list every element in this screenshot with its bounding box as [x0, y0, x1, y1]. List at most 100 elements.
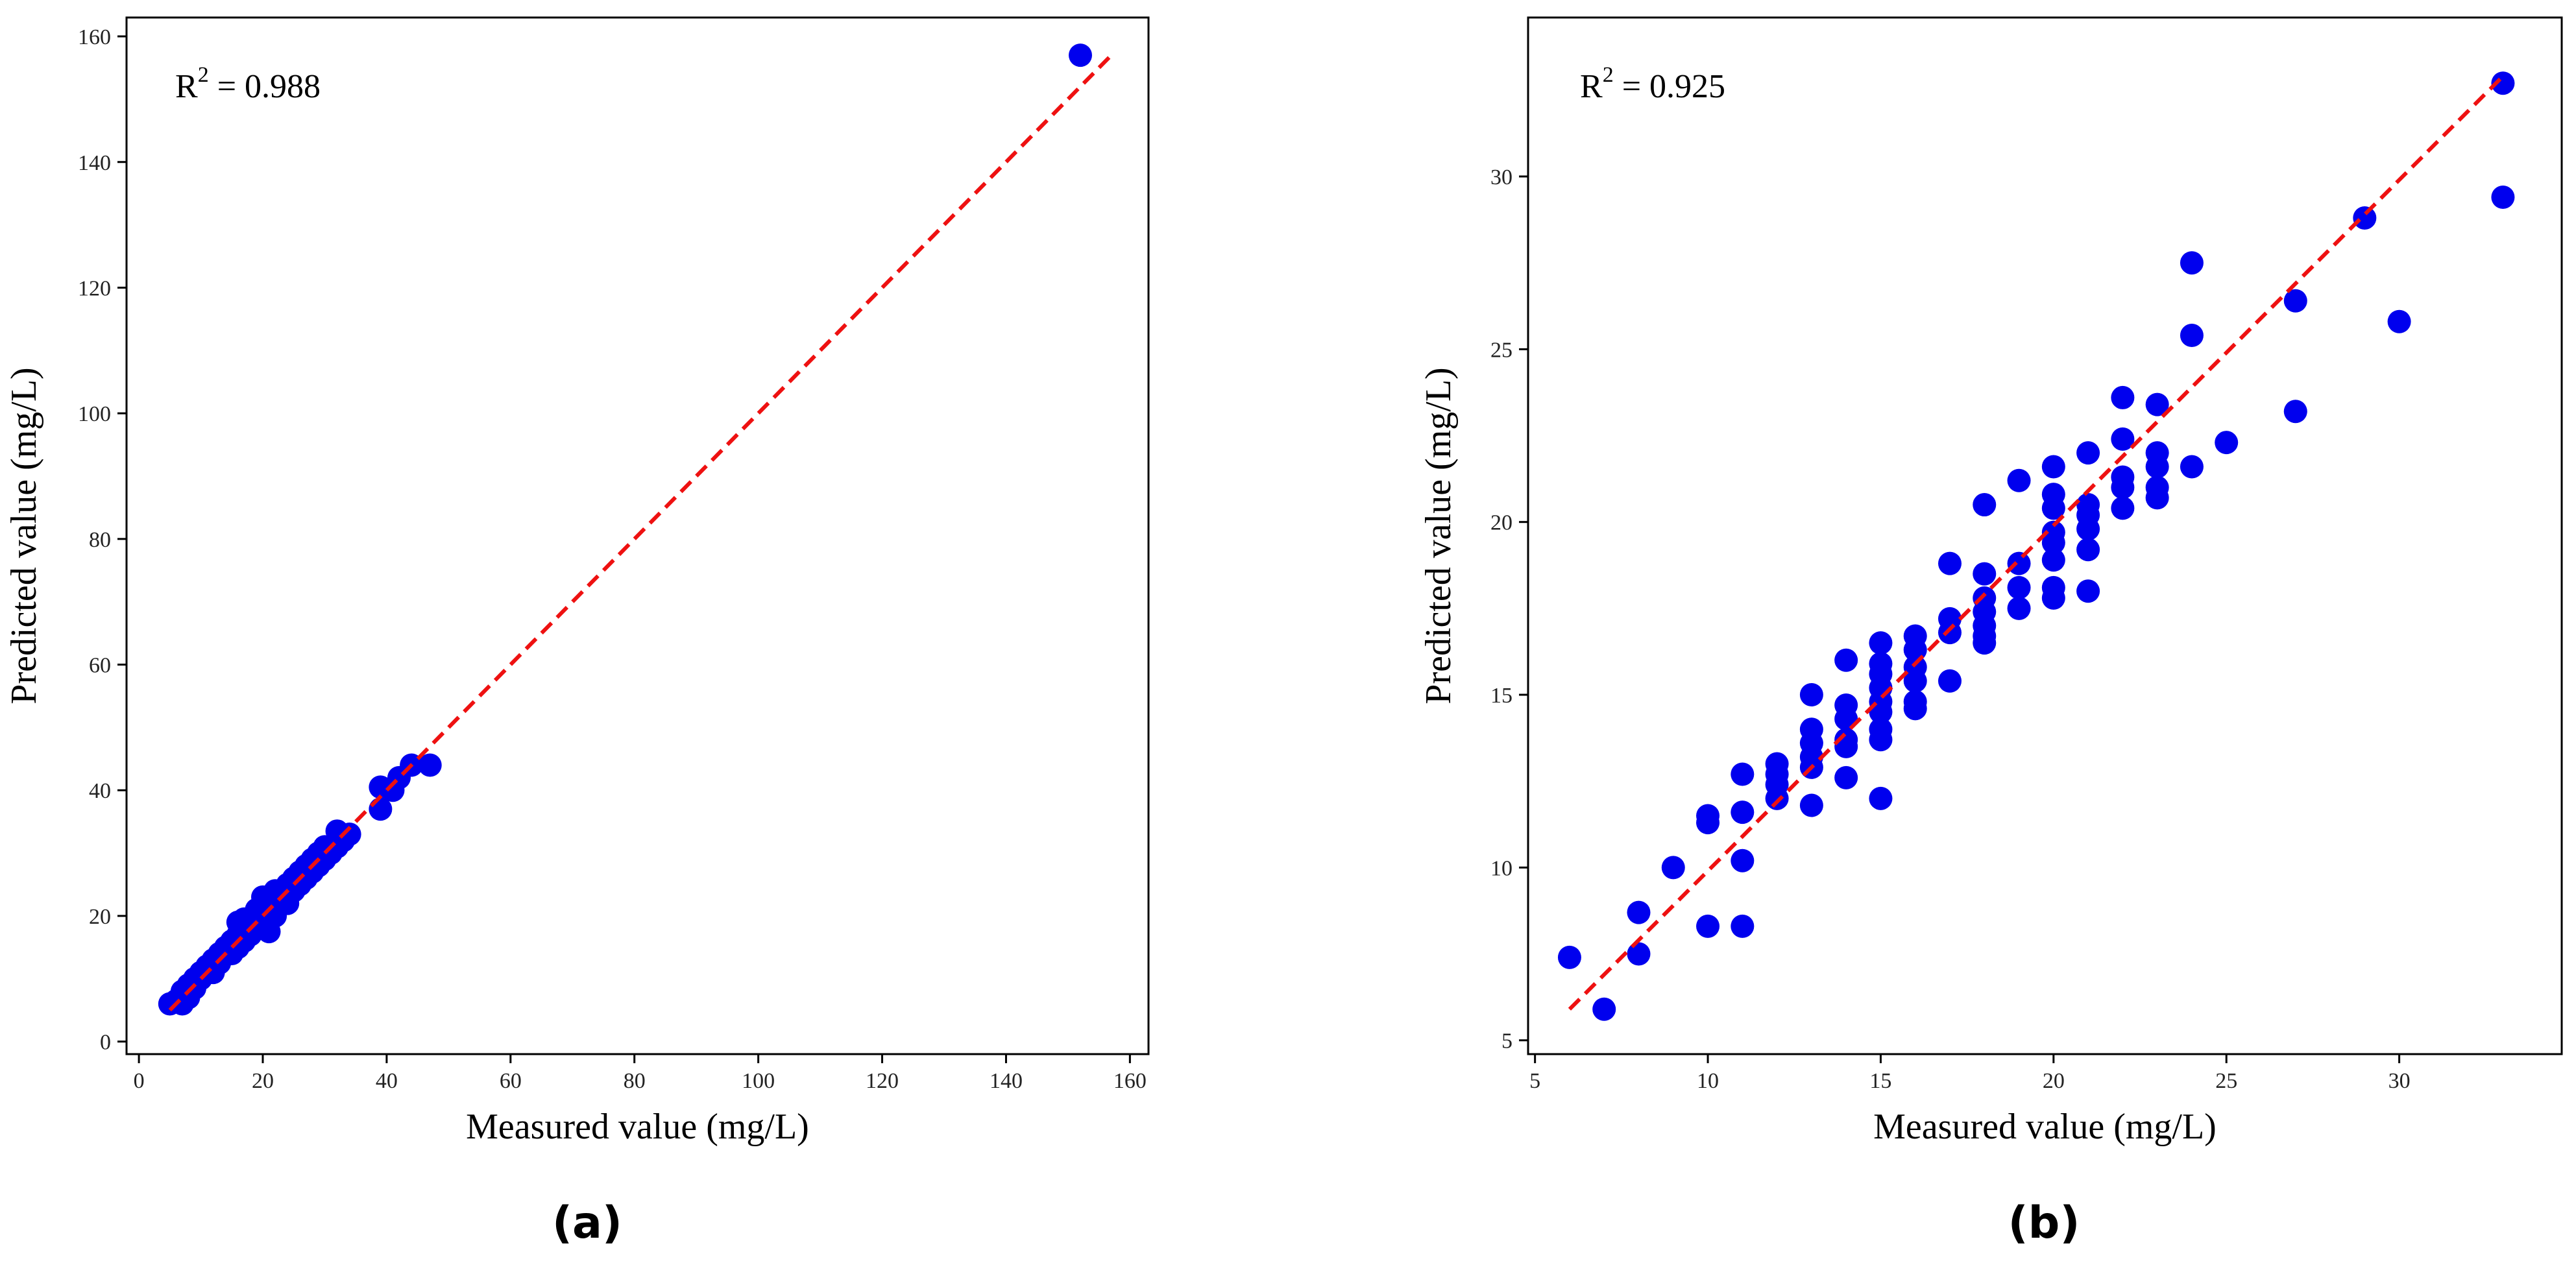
- y-tick-label: 5: [1501, 1029, 1513, 1053]
- data-point: [2215, 431, 2239, 455]
- data-point: [1731, 914, 1755, 938]
- data-point: [2387, 309, 2411, 333]
- data-point: [1069, 43, 1092, 67]
- data-point: [2180, 251, 2204, 275]
- x-tick-label: 5: [1529, 1069, 1540, 1093]
- data-point: [2076, 517, 2100, 541]
- data-point: [2076, 441, 2100, 465]
- annotation-value: = 0.988: [209, 68, 321, 105]
- data-point: [337, 823, 361, 847]
- fit-line: [168, 54, 1113, 1012]
- data-point: [1938, 551, 1962, 575]
- data-point: [1696, 804, 1720, 828]
- x-axis-label: Measured value (mg/L): [1873, 1107, 2217, 1147]
- data-point: [1799, 683, 1823, 707]
- data-point: [1938, 669, 1962, 693]
- data-point: [2041, 455, 2065, 479]
- plot-frame: [125, 16, 1150, 1055]
- x-tick-label: 30: [2388, 1069, 2411, 1093]
- x-tick-label: 20: [252, 1069, 274, 1093]
- r-squared-annotation: R2 = 0.988: [175, 63, 321, 105]
- data-point: [1731, 800, 1755, 824]
- panel-b: 5 10 15 20 25 30 5 10 15 20 25 30 R2 = 0.925 Measured…: [1418, 16, 2563, 1249]
- y-tick-label: 15: [1490, 684, 1513, 708]
- y-tick-label: 100: [78, 402, 111, 426]
- x-tick-label: 60: [500, 1069, 522, 1093]
- data-point: [2145, 455, 2169, 479]
- y-tick-label: 20: [89, 905, 111, 929]
- x-tick-label: 120: [866, 1069, 899, 1093]
- data-point: [1973, 562, 1997, 586]
- x-tick-label: 25: [2215, 1069, 2237, 1093]
- panel-caption: (b): [2008, 1197, 2080, 1249]
- y-tick-label: 140: [78, 151, 111, 175]
- data-point: [1661, 856, 1685, 880]
- y-tick-label: 80: [89, 528, 111, 552]
- data-point: [1731, 762, 1755, 786]
- data-point: [2111, 427, 2135, 451]
- data-point: [2283, 400, 2307, 424]
- data-point: [2180, 324, 2204, 348]
- data-point: [2145, 486, 2169, 510]
- x-axis-label: Measured value (mg/L): [466, 1107, 809, 1147]
- r-squared-annotation: R2 = 0.925: [1580, 63, 1725, 105]
- y-tick-label: 10: [1490, 856, 1513, 880]
- x-tick-label: 80: [624, 1069, 646, 1093]
- x-tick-label: 160: [1113, 1069, 1147, 1093]
- y-axis-label: Predicted value (mg/L): [4, 367, 44, 704]
- data-point: [2145, 392, 2169, 416]
- x-tick-label: 100: [742, 1069, 775, 1093]
- x-tick-label: 0: [134, 1069, 145, 1093]
- data-point: [1627, 900, 1651, 924]
- data-point: [2007, 575, 2031, 599]
- data-point: [1765, 786, 1789, 810]
- data-point: [1557, 945, 1581, 969]
- plot-frame: [1527, 16, 2563, 1055]
- x-tick-label: 10: [1697, 1069, 1719, 1093]
- data-point: [2491, 185, 2515, 209]
- data-point: [1627, 942, 1651, 966]
- data-point: [2041, 586, 2065, 610]
- data-point: [2283, 289, 2307, 313]
- annotation-sup: 2: [1603, 63, 1614, 87]
- y-tick-label: 120: [78, 276, 111, 300]
- x-tick-label: 40: [376, 1069, 398, 1093]
- data-point: [1903, 697, 1927, 721]
- annotation-sup: 2: [198, 63, 209, 87]
- y-tick-label: 160: [78, 25, 111, 49]
- x-tick-label: 140: [990, 1069, 1023, 1093]
- data-point: [2491, 71, 2515, 95]
- data-point: [1903, 669, 1927, 693]
- data-point: [2353, 206, 2377, 230]
- data-point: [2007, 596, 2031, 620]
- y-tick-label: 40: [89, 779, 111, 803]
- data-point: [1696, 914, 1720, 938]
- x-tick-label: 15: [1869, 1069, 1891, 1093]
- y-tick-label: 0: [100, 1031, 111, 1055]
- data-point: [2076, 538, 2100, 562]
- data-point: [2041, 496, 2065, 520]
- annotation-value: = 0.925: [1614, 68, 1725, 105]
- data-point: [1869, 728, 1893, 752]
- data-point: [1834, 765, 1858, 789]
- y-axis-label: Predicted value (mg/L): [1418, 367, 1459, 704]
- data-point: [418, 753, 442, 777]
- data-point: [1834, 648, 1858, 672]
- data-point: [1938, 621, 1962, 645]
- data-point: [2111, 475, 2135, 499]
- annotation-base: R: [1580, 68, 1603, 105]
- data-point: [1799, 793, 1823, 817]
- data-point: [2041, 548, 2065, 572]
- data-point: [1869, 786, 1893, 810]
- data-point: [2007, 468, 2031, 492]
- data-point: [1973, 493, 1997, 517]
- annotation-base: R: [175, 68, 198, 105]
- y-tick-label: 30: [1490, 165, 1513, 189]
- data-point: [2180, 455, 2204, 479]
- data-point: [2111, 385, 2135, 409]
- x-tick-label: 20: [2043, 1069, 2065, 1093]
- data-point: [2076, 579, 2100, 603]
- panel-a: 0 20 40 60 80 100 120 140 160 0 20 40 60 80 100 120 140 1…: [4, 16, 1150, 1249]
- panel-caption: (a): [552, 1197, 622, 1249]
